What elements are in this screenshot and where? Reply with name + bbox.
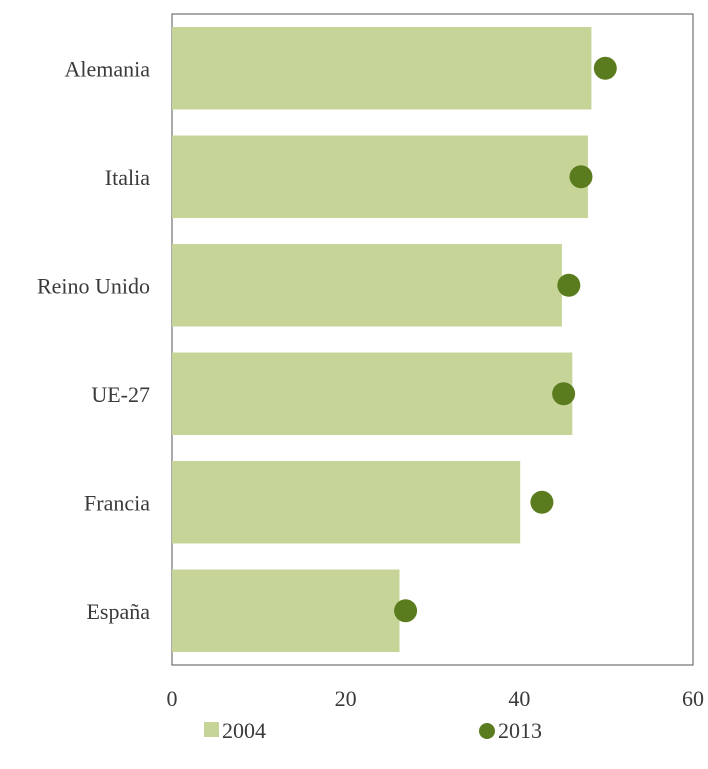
x-tick-label-0: 0 <box>167 686 178 711</box>
legend-swatch-2004 <box>204 722 219 737</box>
dot-2013-ue-27 <box>552 382 576 406</box>
x-axis-ticks: 0 20 40 60 <box>167 686 705 711</box>
legend-label-2013: 2013 <box>498 718 542 743</box>
x-tick-label-40: 40 <box>508 686 530 711</box>
legend-swatch-2013 <box>479 723 495 739</box>
category-label-españa: España <box>86 599 150 624</box>
bar-2004-alemania <box>172 27 592 110</box>
dot-2013-italia <box>569 165 593 189</box>
legend: 2004 2013 <box>204 718 542 743</box>
bar-2004-italia <box>172 135 588 218</box>
category-labels: Alemania Italia Reino Unido UE-27 Francia Esp… <box>37 56 150 624</box>
dot-2013-alemania <box>593 56 617 80</box>
category-label-italia: Italia <box>105 165 150 190</box>
category-label-alemania: Alemania <box>64 56 150 81</box>
dots-2013 <box>394 56 617 623</box>
bar-2004-francia <box>172 461 521 544</box>
bar-2004-reino-unido <box>172 244 562 327</box>
x-tick-label-20: 20 <box>335 686 357 711</box>
dot-2013-españa <box>394 599 418 623</box>
dot-2013-reino-unido <box>557 273 581 297</box>
plot-border <box>171 13 694 666</box>
plot-area <box>171 13 694 666</box>
category-label-ue-27: UE-27 <box>91 382 150 407</box>
dot-2013-francia <box>530 490 554 514</box>
legend-label-2004: 2004 <box>222 718 266 743</box>
bars-2004 <box>172 27 592 652</box>
category-label-reino-unido: Reino Unido <box>37 273 150 298</box>
bar-2004-españa <box>172 569 400 652</box>
bar-2004-ue-27 <box>172 352 573 435</box>
x-tick-label-60: 60 <box>682 686 704 711</box>
category-label-francia: Francia <box>84 490 150 515</box>
